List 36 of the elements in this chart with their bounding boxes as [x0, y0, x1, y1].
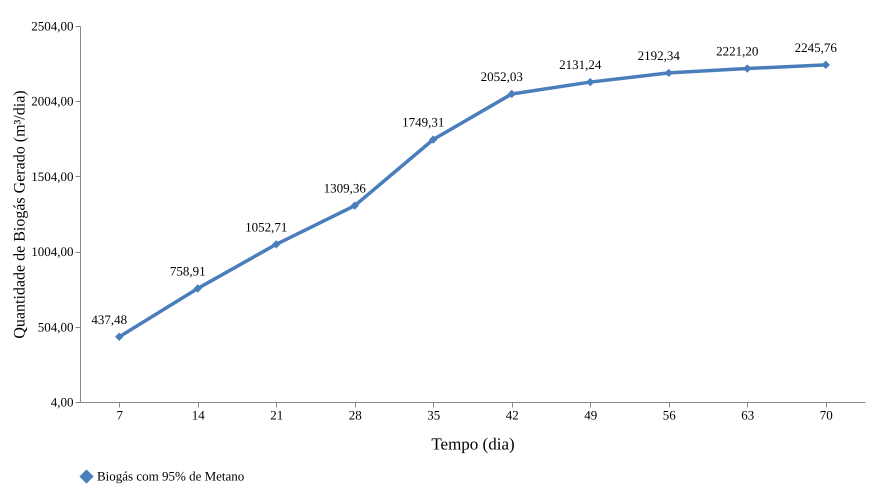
data-label: 2245,76 [794, 40, 838, 55]
data-label: 1749,31 [402, 114, 444, 130]
y-tick-label: 504,00 [38, 319, 74, 334]
data-label: 2052,03 [480, 68, 523, 84]
x-tick-label: 14 [192, 408, 206, 422]
x-tick-label: 63 [741, 408, 754, 422]
data-label: 2221,20 [716, 44, 758, 59]
data-label: 2131,24 [559, 57, 602, 72]
x-tick-label: 35 [427, 408, 440, 422]
legend-label: Biogás com 95% de Metano [97, 468, 244, 484]
data-label: 758,91 [170, 263, 206, 278]
point [350, 201, 359, 210]
data-label: 1309,36 [324, 180, 366, 196]
data-label: 2192,34 [638, 48, 680, 63]
x-tick-label: 28 [348, 408, 362, 422]
point [272, 240, 280, 248]
y-axis-title: Quantidade de Biogás Gerado (m³/dia) [11, 90, 28, 339]
x-tick-label: 21 [270, 408, 284, 422]
x-tick-label: 7 [116, 408, 124, 422]
point [586, 78, 594, 86]
x-tick-label: 70 [820, 408, 833, 422]
y-tick-label: 1004,00 [31, 244, 74, 260]
point [194, 284, 202, 293]
y-tick-label: 2004,00 [31, 94, 74, 109]
point [508, 90, 516, 98]
point [429, 135, 438, 144]
y-tick-label: 2504,00 [31, 18, 74, 34]
point [115, 332, 124, 341]
data-label: 1052,71 [245, 219, 288, 234]
y-tick-label: 1504,00 [31, 168, 74, 184]
x-tick-label: 42 [506, 408, 519, 422]
data-label: 437,48 [91, 312, 128, 327]
y-tick-label: 4,00 [50, 394, 74, 410]
x-tick-label: 49 [584, 408, 598, 422]
x-axis-title: Tempo (dia) [431, 434, 515, 454]
x-tick-label: 56 [662, 408, 676, 422]
